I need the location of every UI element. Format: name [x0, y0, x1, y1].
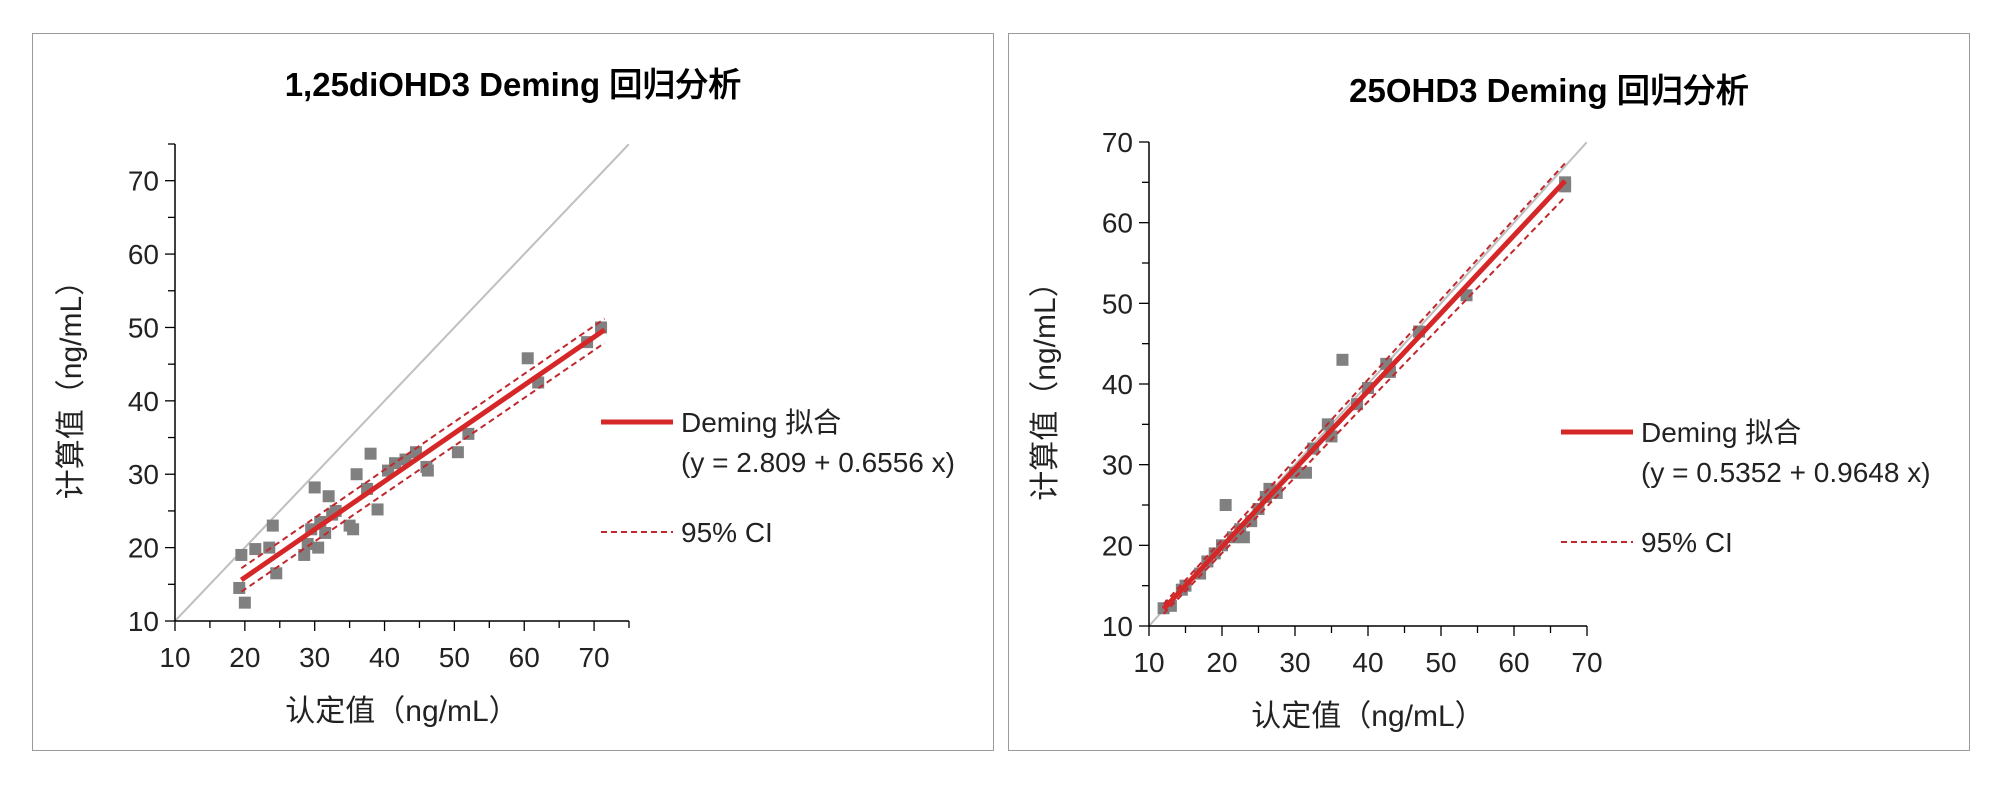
chart1-data-point [462, 427, 475, 440]
chart1-data-point [451, 446, 464, 459]
chart1-legend-ci-label: 95% CI [681, 517, 773, 548]
chart2-y-tick-label: 40 [1102, 369, 1133, 400]
chart1-data-point [298, 548, 311, 561]
chart2-data-point [1299, 466, 1312, 479]
chart1-legend-fit-label: Deming 拟合 [681, 407, 841, 438]
chart1-deming-fit-line [239, 327, 606, 583]
chart2-y-tick-label: 30 [1102, 450, 1133, 481]
chart1-x-tick-label: 70 [578, 642, 609, 673]
chart1-y-tick-label: 20 [128, 533, 159, 564]
chart2-x-tick-label: 20 [1206, 647, 1237, 678]
chart1-data-point [350, 468, 363, 481]
chart2-title: 25OHD3 Deming 回归分析 [1349, 72, 1749, 109]
chart1-y-tick-label: 70 [128, 166, 159, 197]
chart2-deming-fit-line [1161, 179, 1567, 611]
chart2-data-point [1336, 353, 1349, 366]
chart2-x-tick-label: 60 [1498, 647, 1529, 678]
chart1-data-point [521, 352, 534, 365]
chart1-data-point [249, 543, 262, 556]
chart1-data-point [263, 541, 276, 554]
chart1-x-tick-label: 60 [509, 642, 540, 673]
chart2-legend-fit-label: Deming 拟合 [1641, 417, 1801, 448]
chart1-x-tick-label: 40 [369, 642, 400, 673]
chart2-x-tick-label: 50 [1425, 647, 1456, 678]
chart1-data-point [364, 447, 377, 460]
chart2-ci-lower-line [1162, 196, 1566, 615]
chart-panel-1: 1,25diOHD3 Deming 回归分析 10 20 30 40 50 60 70 10 20… [32, 33, 994, 751]
chart2-data-point [1237, 531, 1250, 544]
chart1-y-axis-label: 计算值（ng/mL） [55, 266, 88, 499]
chart1-data-point [270, 567, 283, 580]
chart2-x-tick-label: 10 [1133, 647, 1164, 678]
chart1-data-point [233, 581, 246, 594]
chart1-x-tick-label: 50 [439, 642, 470, 673]
chart2-y-tick-label: 20 [1102, 530, 1133, 561]
chart1-data-point [238, 596, 251, 609]
scatter-chart-1: 1,25diOHD3 Deming 回归分析 10 20 30 40 50 60 70 10 20… [55, 66, 955, 728]
chart2-y-tick-label: 70 [1102, 127, 1133, 158]
chart1-data-point [235, 548, 248, 561]
chart2-y-tick-label: 10 [1102, 611, 1133, 642]
chart2-y-tick-label: 50 [1102, 288, 1133, 319]
chart1-y-tick-label: 40 [128, 386, 159, 417]
chart2-legend-ci-label: 95% CI [1641, 527, 1733, 558]
chart1-ci-upper-line [240, 317, 606, 570]
chart1-data-point [301, 537, 314, 550]
chart1-x-axis-label: 认定值（ng/mL） [285, 695, 518, 728]
chart1-identity-line [175, 144, 629, 621]
chart2-x-tick-label: 40 [1352, 647, 1383, 678]
chart1-data-point [266, 519, 279, 532]
scatter-chart-2: 25OHD3 Deming 回归分析 10 20 30 40 50 60 70 10 20 30 40… [1029, 72, 1931, 733]
chart1-x-tick-label: 30 [299, 642, 330, 673]
chart1-data-point [347, 523, 360, 536]
chart1-y-tick-label: 30 [128, 459, 159, 490]
chart1-data-point [371, 503, 384, 516]
chart2-data-point [1219, 499, 1232, 511]
chart2-x-tick-label: 30 [1279, 647, 1310, 678]
chart1-title: 1,25diOHD3 Deming 回归分析 [285, 66, 742, 103]
chart1-y-tick-label: 50 [128, 312, 159, 343]
chart-panel-2: 25OHD3 Deming 回归分析 10 20 30 40 50 60 70 10 20 30 40… [1008, 33, 1970, 751]
chart1-x-tick-label: 20 [229, 642, 260, 673]
chart1-y-tick-label: 60 [128, 239, 159, 270]
chart1-y-tick-label: 10 [128, 606, 159, 637]
chart2-x-tick-label: 70 [1571, 647, 1602, 678]
chart2-y-axis-label: 计算值（ng/mL） [1029, 267, 1062, 500]
chart1-legend-fit-equation: (y = 2.809 + 0.6556 x) [681, 447, 955, 478]
chart1-data-point [308, 481, 321, 494]
chart2-legend-fit-equation: (y = 0.5352 + 0.9648 x) [1641, 457, 1931, 488]
chart1-data-point [322, 490, 335, 503]
chart1-x-tick-label: 10 [159, 642, 190, 673]
chart2-y-tick-label: 60 [1102, 208, 1133, 239]
chart1-data-point [421, 464, 434, 477]
chart1-data-point [319, 526, 332, 539]
chart1-data-point [312, 541, 325, 554]
chart1-ci-lower-line [240, 342, 606, 593]
chart2-x-axis-label: 认定值（ng/mL） [1251, 700, 1484, 733]
